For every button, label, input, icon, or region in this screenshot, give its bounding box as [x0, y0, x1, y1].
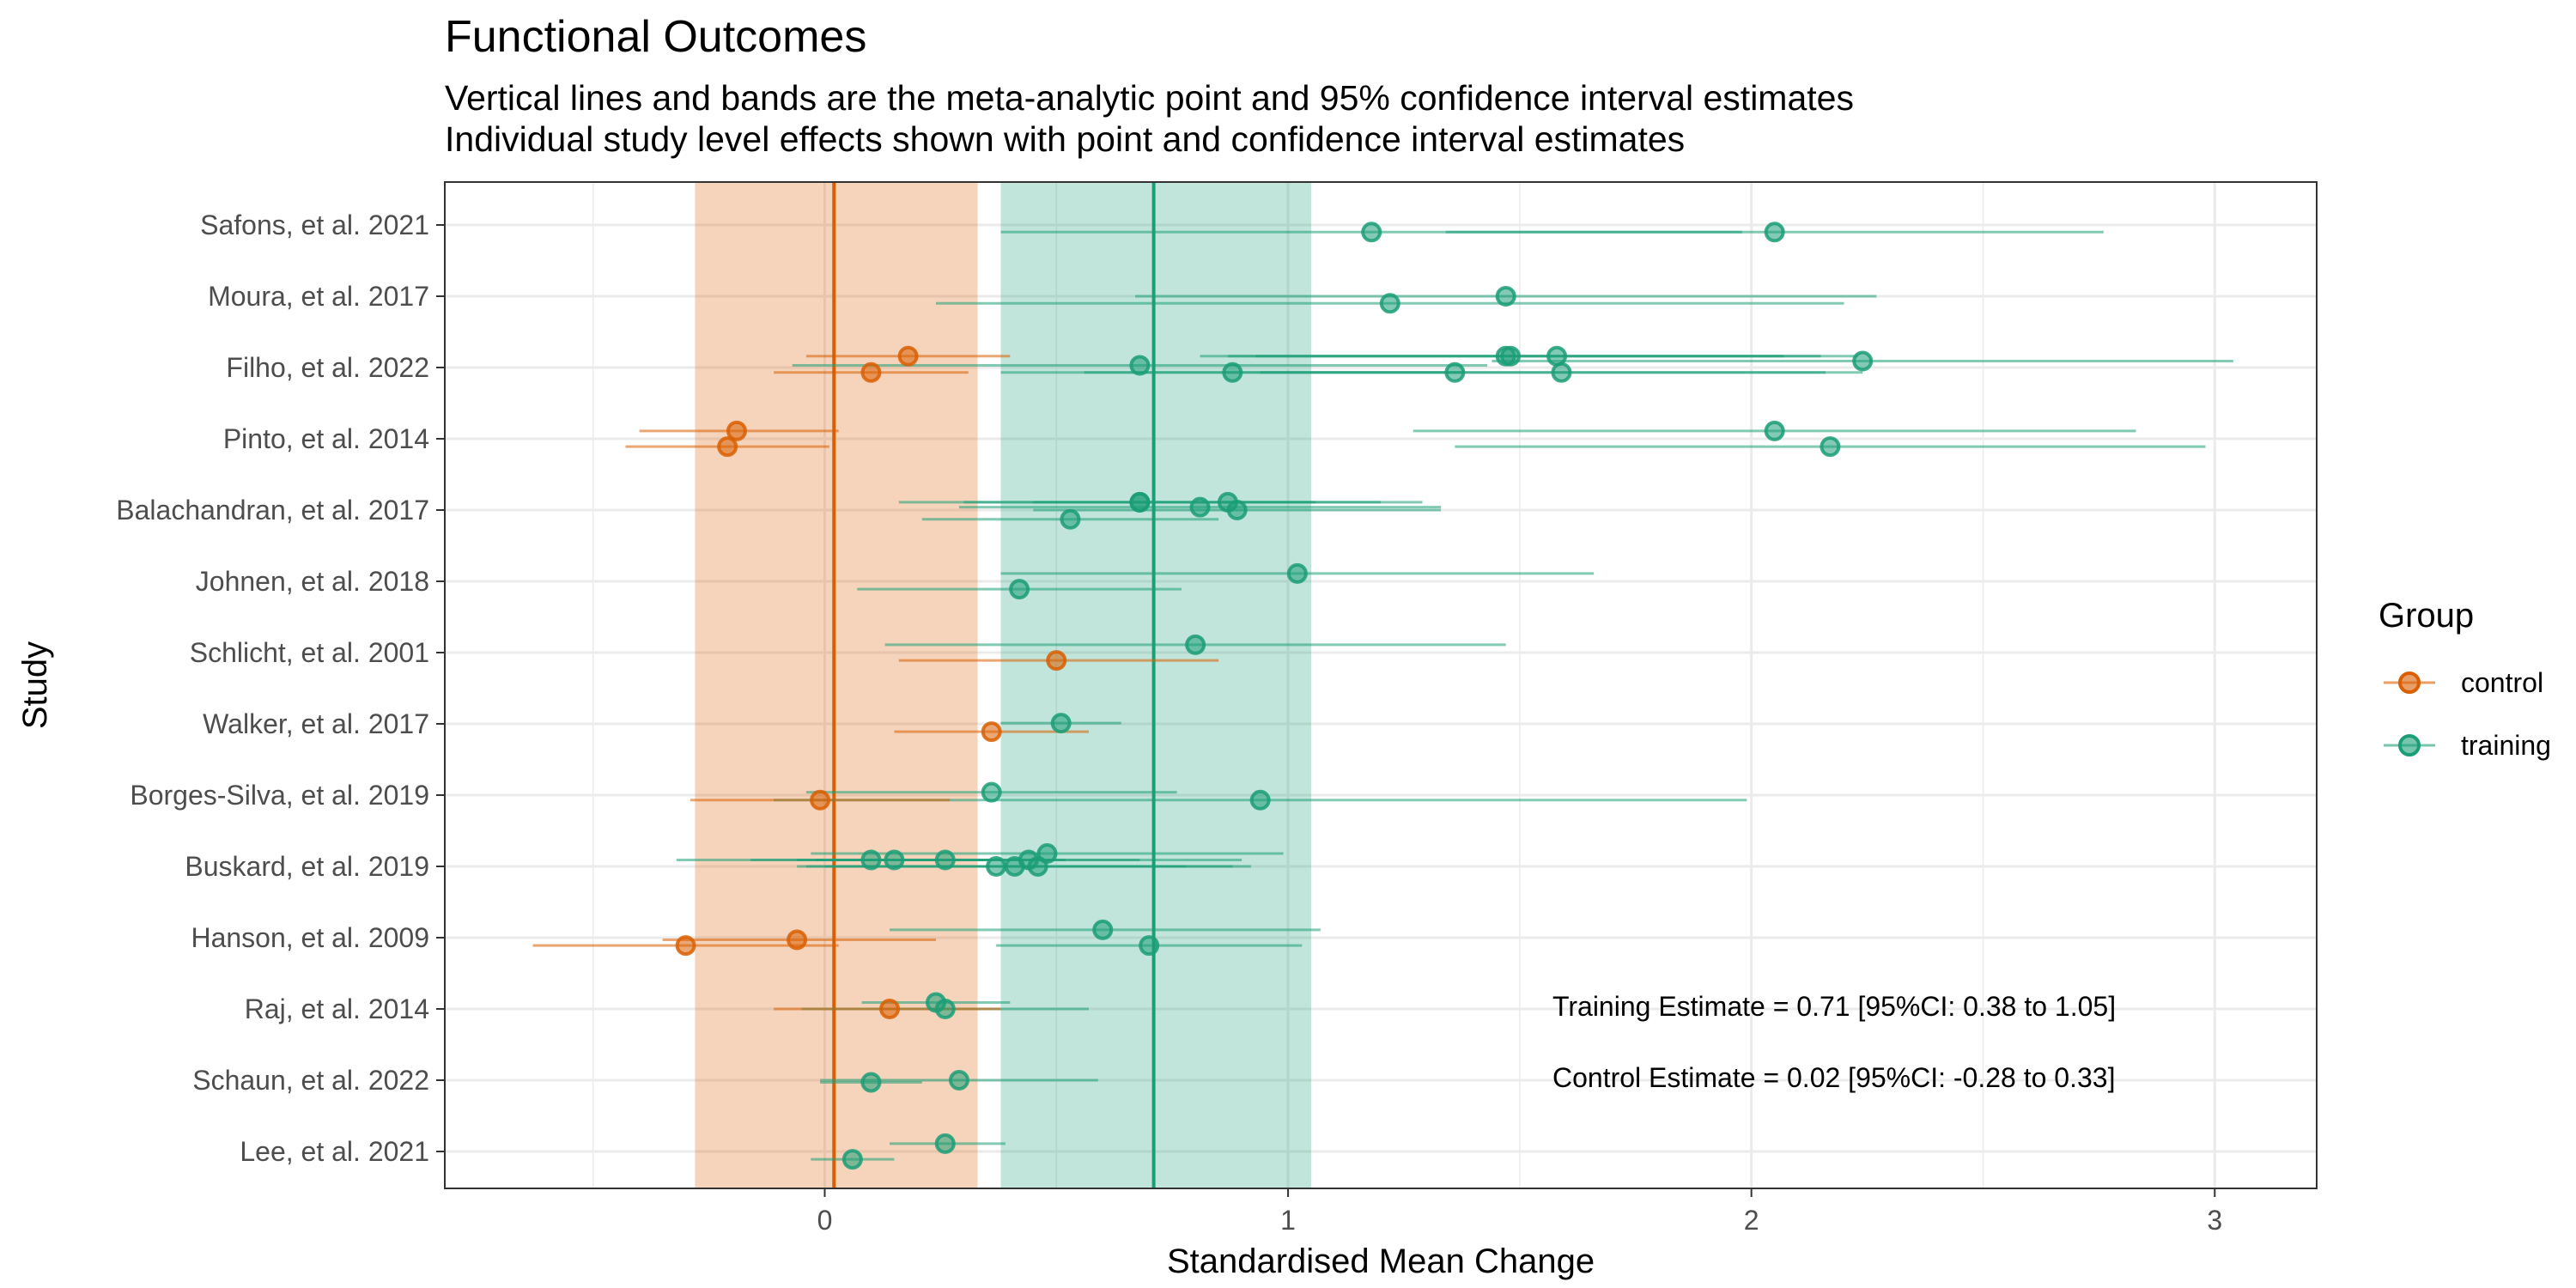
- training-point-borges-silva-et-al-2019: [981, 781, 1002, 803]
- control-point-pinto-et-al-2014: [717, 436, 738, 458]
- control-point-walker-et-al-2017: [981, 721, 1002, 743]
- control-point-filho-et-al-2022: [897, 345, 919, 367]
- training-point-pinto-et-al-2014: [1820, 436, 1841, 458]
- legend: Group control training: [2379, 597, 2551, 761]
- panel-border: [444, 181, 2318, 1189]
- legend-training-point: [2398, 734, 2421, 756]
- x-axis-title: Standardised Mean Change: [1167, 1242, 1595, 1280]
- training-point-johnen-et-al-2018: [1009, 579, 1030, 600]
- training-point-filho-et-al-2022: [1551, 361, 1572, 383]
- training-point-safons-et-al-2021: [1764, 222, 1785, 243]
- chart-subtitle-line-2: Individual study level effects shown wit…: [445, 119, 1685, 159]
- training-point-moura-et-al-2017: [1379, 293, 1400, 314]
- training-estimate-annotation: Training Estimate = 0.71 [95%CI: 0.38 to…: [1552, 991, 2116, 1022]
- training-point-moura-et-al-2017: [1495, 286, 1516, 307]
- training-point-buskard-et-al-2019: [1036, 843, 1058, 865]
- training-point-filho-et-al-2022: [1500, 345, 1522, 367]
- training-point-hanson-et-al-2009: [1139, 935, 1160, 957]
- training-point-balachandran-et-al-2017: [1226, 500, 1248, 520]
- chart-title: Functional Outcomes: [445, 12, 866, 62]
- training-point-hanson-et-al-2009: [1092, 919, 1114, 940]
- training-point-balachandran-et-al-2017: [1189, 496, 1211, 518]
- y-tick-label-pinto-et-al-2014: Pinto, et al. 2014: [223, 423, 429, 454]
- training-point-buskard-et-al-2019: [884, 849, 905, 871]
- legend-control-label: control: [2461, 667, 2543, 698]
- training-point-balachandran-et-al-2017: [1060, 508, 1081, 530]
- control-point-filho-et-al-2022: [860, 361, 882, 383]
- control-point-raj-et-al-2014: [879, 999, 901, 1019]
- y-tick-label-moura-et-al-2017: Moura, et al. 2017: [208, 281, 429, 312]
- y-tick-label-hanson-et-al-2009: Hanson, et al. 2009: [191, 922, 429, 953]
- chart-subtitle-line-1: Vertical lines and bands are the meta-an…: [445, 78, 1854, 118]
- y-axis-title: Study: [16, 641, 54, 729]
- y-tick-label-buskard-et-al-2019: Buskard, et al. 2019: [185, 851, 429, 882]
- legend-title: Group: [2379, 597, 2474, 635]
- meta-ci-bands: [695, 182, 1312, 1188]
- y-axis-ticks: Safons, et al. 2021 Moura, et al. 2017 Fil…: [116, 210, 445, 1167]
- y-tick-label-lee-et-al-2021: Lee, et al. 2021: [240, 1136, 429, 1167]
- training-point-lee-et-al-2021: [841, 1149, 863, 1170]
- x-tick-label: 3: [2207, 1205, 2222, 1236]
- legend-entry-control: control: [2384, 667, 2543, 698]
- training-point-filho-et-al-2022: [1444, 361, 1466, 383]
- legend-training-label: training: [2461, 730, 2551, 761]
- training-point-balachandran-et-al-2017: [1129, 491, 1151, 513]
- x-axis-ticks: 0 1 2 3: [817, 1188, 2222, 1236]
- y-tick-label-schaun-et-al-2022: Schaun, et al. 2022: [192, 1065, 429, 1096]
- y-tick-label-walker-et-al-2017: Walker, et al. 2017: [203, 708, 429, 739]
- training-point-filho-et-al-2022: [1222, 361, 1243, 383]
- training-point-schlicht-et-al-2001: [1185, 634, 1206, 655]
- control-point-borges-silva-et-al-2019: [810, 789, 831, 811]
- training-point-filho-et-al-2022: [1129, 355, 1151, 376]
- y-tick-label-schlicht-et-al-2001: Schlicht, et al. 2001: [190, 637, 429, 668]
- y-tick-label-filho-et-al-2022: Filho, et al. 2022: [226, 352, 429, 383]
- training-point-borges-silva-et-al-2019: [1249, 789, 1271, 811]
- y-tick-label-borges-silva-et-al-2019: Borges-Silva, et al. 2019: [130, 780, 429, 811]
- y-tick-label-balachandran-et-al-2017: Balachandran, et al. 2017: [116, 495, 429, 526]
- control-point-schlicht-et-al-2001: [1046, 650, 1067, 671]
- training-point-buskard-et-al-2019: [934, 849, 956, 871]
- training-point-schaun-et-al-2022: [860, 1072, 882, 1093]
- training-point-walker-et-al-2017: [1050, 713, 1072, 734]
- legend-entry-training: training: [2384, 730, 2551, 761]
- control-point-pinto-et-al-2014: [726, 420, 747, 441]
- y-tick-label-raj-et-al-2014: Raj, et al. 2014: [245, 993, 429, 1024]
- training-point-lee-et-al-2021: [934, 1133, 956, 1154]
- control-point-hanson-et-al-2009: [787, 929, 808, 951]
- training-point-johnen-et-al-2018: [1286, 562, 1308, 584]
- training-point-schaun-et-al-2022: [948, 1070, 969, 1091]
- x-tick-label: 1: [1280, 1205, 1296, 1236]
- panel-background: [445, 182, 2317, 1188]
- training-point-pinto-et-al-2014: [1764, 420, 1785, 441]
- x-tick-label: 0: [817, 1205, 833, 1236]
- training-point-filho-et-al-2022: [1852, 350, 1874, 372]
- control-point-hanson-et-al-2009: [675, 935, 696, 957]
- legend-control-point: [2398, 671, 2421, 694]
- y-tick-label-safons-et-al-2021: Safons, et al. 2021: [200, 210, 429, 240]
- training-point-safons-et-al-2021: [1361, 222, 1382, 243]
- y-tick-label-johnen-et-al-2018: Johnen, et al. 2018: [196, 566, 429, 597]
- control-estimate-annotation: Control Estimate = 0.02 [95%CI: -0.28 to…: [1552, 1062, 2115, 1093]
- training-point-filho-et-al-2022: [1546, 345, 1568, 367]
- training-meta-ci-band: [1000, 182, 1312, 1188]
- control-meta-ci-band: [695, 182, 978, 1188]
- plot-panel: Training Estimate = 0.71 [95%CI: 0.38 to…: [444, 181, 2318, 1189]
- x-tick-label: 2: [1744, 1205, 1759, 1236]
- training-point-buskard-et-al-2019: [860, 849, 882, 871]
- study-points: [675, 222, 1874, 1170]
- training-point-buskard-et-al-2019: [986, 856, 1007, 877]
- training-point-raj-et-al-2014: [934, 999, 956, 1019]
